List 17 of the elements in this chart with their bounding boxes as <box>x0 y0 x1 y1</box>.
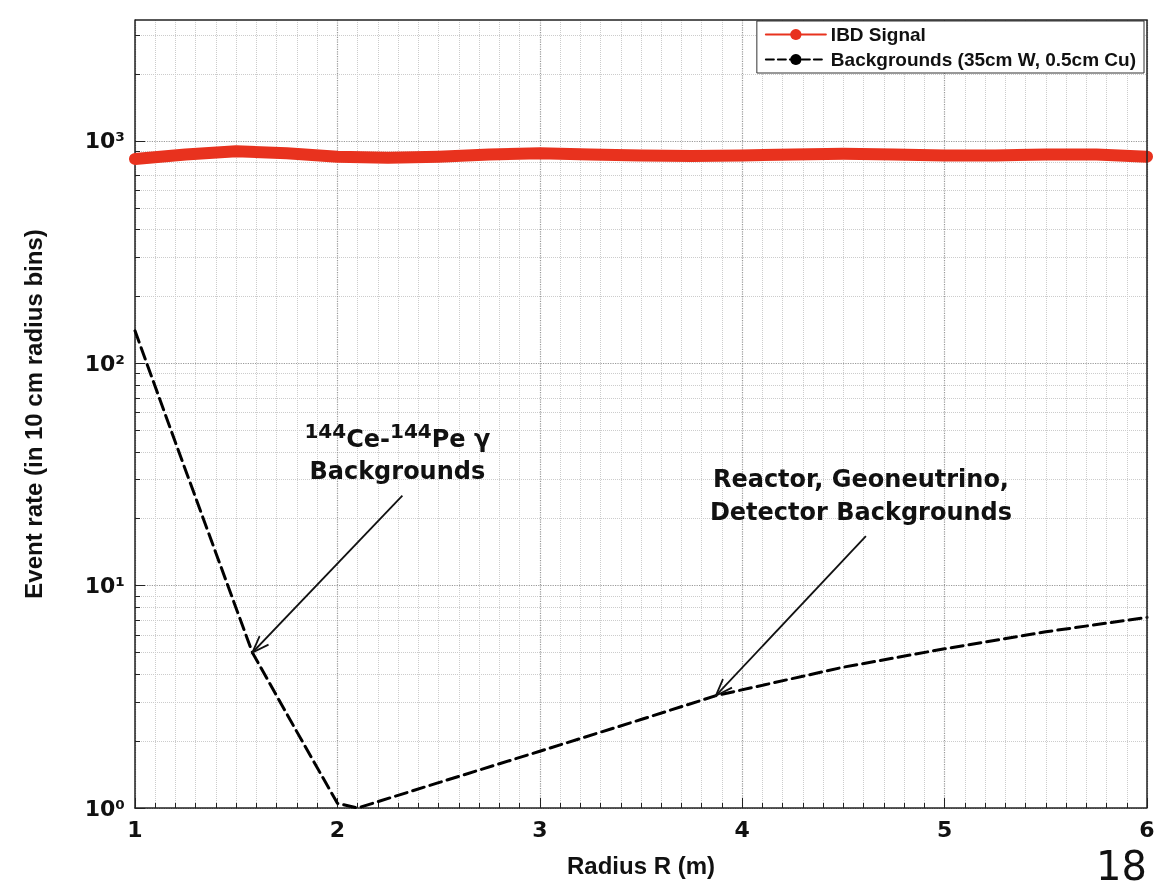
legend-label: Backgrounds (35cm W, 0.5cm Cu) <box>830 49 1137 70</box>
x-tick-label: 6 <box>1139 816 1155 842</box>
annotation: $^{144}$Ce-$^{144}$Pe γ Backgrounds <box>304 417 491 487</box>
legend-label: IBD Signal <box>830 24 926 45</box>
y-axis-title: Event rate (in 10 cm radius bins) <box>19 229 47 599</box>
x-axis-title: Radius R (m) <box>566 851 716 879</box>
text: 18 <box>1096 843 1147 889</box>
annotation: Reactor, Geoneutrino, Detector Backgrounds <box>709 464 1013 528</box>
x-tick-label: 3 <box>532 816 548 842</box>
x-tick-label: 5 <box>936 816 953 842</box>
y-tick-label: 10¹ <box>84 573 125 599</box>
x-tick-label: 1 <box>127 816 143 842</box>
x-tick-label: 2 <box>329 816 346 842</box>
y-tick-label: 10² <box>84 350 125 376</box>
y-tick-label: 10⁰ <box>84 795 125 821</box>
y-tick-label: 10³ <box>84 128 125 154</box>
x-tick-label: 4 <box>734 816 750 842</box>
